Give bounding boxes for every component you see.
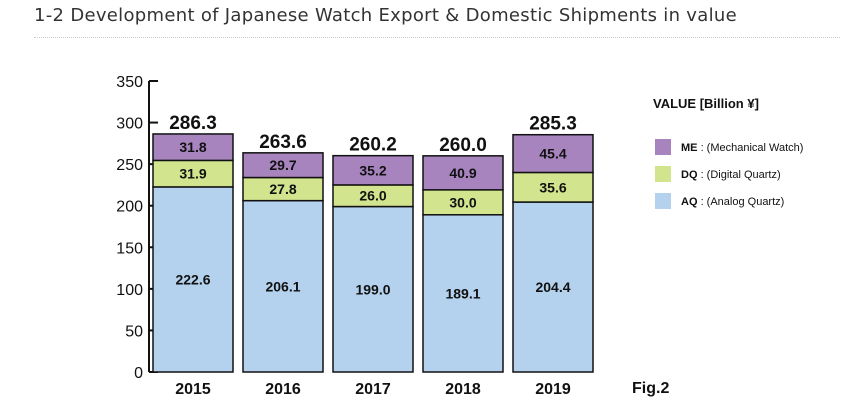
y-axis: 0 50 100 150 200 250 300 350	[116, 74, 158, 382]
y-tick-label: 150	[116, 240, 143, 257]
page-title: 1-2 Development of Japanese Watch Export…	[34, 5, 737, 26]
y-tick-label: 300	[116, 116, 143, 133]
bar-segment-aq-2018	[422, 214, 504, 373]
bar-segment-dq-2019	[512, 171, 594, 203]
title-divider	[34, 37, 840, 38]
bar-segment-me-2016	[242, 152, 324, 179]
data-label-me-2015: 31.8	[179, 139, 206, 155]
y-tick-label: 100	[116, 282, 143, 299]
legend-label-dq: DQ : (Digital Quartz)	[681, 169, 781, 181]
data-label-me-2018: 40.9	[449, 165, 476, 181]
total-label-2016: 263.6	[259, 132, 307, 153]
bar-segment-aq-2017	[332, 205, 414, 373]
data-label-aq-2019: 204.4	[535, 279, 570, 295]
total-label-2018: 260.0	[439, 135, 487, 156]
x-tick-label-2019: 2019	[535, 381, 571, 398]
legend-label-me: ME : (Mechanical Watch)	[681, 142, 803, 154]
legend-label-aq: AQ : (Analog Quartz)	[681, 196, 784, 208]
y-tick-label: 0	[134, 365, 143, 382]
bar-segment-me-2015	[152, 133, 234, 162]
data-label-dq-2019: 35.6	[539, 179, 566, 195]
x-tick-label-2015: 2015	[175, 381, 211, 398]
bar-segment-me-2019	[512, 133, 594, 174]
legend-title: VALUE [Billion ¥]	[653, 96, 759, 111]
bar-segment-dq-2015	[152, 159, 234, 188]
bar-segment-me-2018	[422, 155, 504, 191]
data-label-me-2017: 35.2	[359, 162, 386, 178]
data-label-me-2019: 45.4	[539, 146, 566, 162]
legend-swatch-aq	[655, 193, 671, 209]
legend-swatch-me	[655, 139, 671, 155]
x-axis: 2015 2016 2017 2018 2019	[175, 381, 571, 398]
bar-segment-me-2017	[332, 154, 414, 186]
total-label-2019: 285.3	[529, 114, 577, 135]
x-tick-label-2018: 2018	[445, 381, 481, 398]
data-label-dq-2016: 27.8	[269, 181, 296, 197]
legend-swatch-dq	[655, 166, 671, 182]
data-label-dq-2017: 26.0	[359, 188, 386, 204]
y-tick-label: 50	[125, 323, 143, 340]
data-label-dq-2018: 30.0	[449, 194, 476, 210]
y-tick-label: 250	[116, 157, 143, 174]
data-label-me-2016: 29.7	[269, 157, 296, 173]
y-tick-label: 200	[116, 199, 143, 216]
figure-label: Fig.2	[632, 380, 669, 397]
bar-segment-aq-2015	[152, 186, 234, 373]
bar-segment-aq-2016	[242, 199, 324, 373]
y-tick-label: 350	[116, 74, 143, 91]
data-label-aq-2017: 199.0	[355, 281, 390, 297]
data-label-aq-2018: 189.1	[445, 285, 480, 301]
data-label-aq-2016: 206.1	[265, 278, 300, 294]
total-label-2015: 286.3	[169, 113, 217, 134]
legend: VALUE [Billion ¥] ME : (Mechanical Watch…	[653, 96, 803, 209]
x-tick-label-2017: 2017	[355, 381, 391, 398]
total-label-2017: 260.2	[349, 135, 397, 156]
data-label-dq-2015: 31.9	[179, 166, 206, 182]
bars: 222.6 31.9 31.8 286.3 206.1 27.8 29.7 263.6 199.…	[152, 113, 594, 373]
data-label-aq-2015: 222.6	[175, 271, 210, 287]
x-tick-label-2016: 2016	[265, 381, 301, 398]
